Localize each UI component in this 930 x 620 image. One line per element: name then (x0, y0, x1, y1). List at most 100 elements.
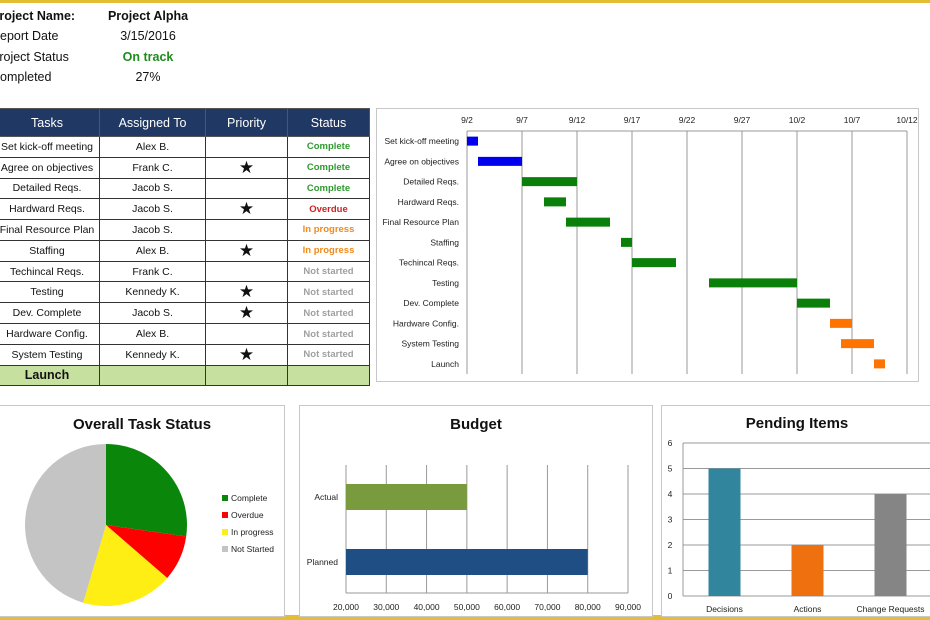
budget-category-label: Planned (307, 557, 338, 567)
priority-cell[interactable]: ★ (205, 302, 288, 325)
status-cell[interactable]: Complete (287, 156, 370, 179)
priority-cell[interactable] (205, 323, 288, 345)
legend-swatch (222, 512, 228, 518)
pending-tick-label: 4 (668, 489, 673, 499)
task-cell[interactable]: System Testing (0, 343, 100, 366)
budget-category-label: Actual (314, 492, 338, 502)
priority-cell[interactable]: ★ (205, 239, 288, 262)
gantt-task-label: Dev. Complete (403, 298, 459, 308)
assigned-cell[interactable]: Frank C. (99, 260, 206, 283)
gantt-bar (478, 156, 522, 166)
status-cell[interactable]: Not started (287, 260, 370, 283)
assigned-cell[interactable]: Jacob S. (99, 302, 206, 325)
pie-slice-in-progress (83, 525, 168, 606)
status-cell[interactable]: Not started (287, 343, 370, 366)
task-cell[interactable]: Hardward Reqs. (0, 198, 100, 221)
status-cell[interactable]: Overdue (287, 198, 370, 221)
gantt-task-label: Techincal Reqs. (399, 258, 459, 268)
status-cell[interactable]: Not started (287, 281, 370, 304)
pending-title: Pending Items (745, 415, 849, 432)
assigned-cell[interactable]: Kennedy K. (99, 343, 206, 366)
legend-label: Complete (231, 493, 268, 503)
gantt-task-label: Hardware Config. (393, 318, 459, 328)
project-name-label: Project Name: (0, 9, 76, 23)
assigned-cell[interactable]: Jacob S. (99, 177, 206, 200)
pending-bar-actions (791, 545, 824, 596)
header-tasks: Tasks (0, 108, 100, 137)
status-cell[interactable]: Complete (287, 136, 370, 158)
priority-cell[interactable] (205, 260, 288, 283)
gantt-bar (621, 237, 632, 247)
task-cell[interactable]: Detailed Reqs. (0, 177, 100, 200)
pie-slice-complete (106, 444, 187, 537)
task-cell[interactable]: Staffing (0, 239, 100, 262)
priority-cell[interactable]: ★ (205, 198, 288, 221)
task-cell[interactable]: Techincal Reqs. (0, 260, 100, 283)
gantt-tick-label: 9/2 (461, 115, 473, 125)
pending-chart: 0 1 2 3 4 5 6 Decisions Actions Change Requests (668, 438, 930, 614)
assigned-cell[interactable]: Alex B. (99, 136, 206, 158)
budget-tick-label: 30,000 (373, 602, 399, 612)
budget-tick-label: 80,000 (575, 602, 601, 612)
pending-tick-label: 3 (668, 515, 673, 525)
priority-cell[interactable] (205, 177, 288, 200)
gantt-tick-label: 10/12 (896, 115, 918, 125)
legend-swatch (222, 529, 228, 535)
gantt-bar (830, 318, 852, 328)
task-cell[interactable]: Hardware Config. (0, 323, 100, 345)
table-row: Set kick-off meeting Alex B. Complete (0, 136, 370, 158)
table-row: Testing Kennedy K. ★ Not started (0, 281, 370, 304)
task-cell[interactable]: Testing (0, 281, 100, 304)
task-cell[interactable]: Set kick-off meeting (0, 136, 100, 158)
budget-tick-label: 20,000 (333, 602, 359, 612)
task-cell[interactable]: Agree on objectives (0, 156, 100, 179)
gantt-tick-label: 9/22 (679, 115, 696, 125)
status-cell[interactable]: Not started (287, 323, 370, 345)
assigned-cell[interactable]: Frank C. (99, 156, 206, 179)
status-cell[interactable]: Not started (287, 302, 370, 325)
gantt-bar (709, 278, 797, 288)
budget-panel: Budget 20,000 30,000 40,000 50,000 60,000 70,… (299, 405, 653, 617)
priority-cell[interactable]: ★ (205, 156, 288, 179)
priority-cell[interactable]: ★ (205, 281, 288, 304)
legend-swatch (222, 495, 228, 501)
table-row: Hardward Reqs. Jacob S. ★ Overdue (0, 198, 370, 221)
gantt-bar (632, 258, 676, 268)
gantt-task-label: Detailed Reqs. (403, 177, 459, 187)
table-row: Staffing Alex B. ★ In progress (0, 239, 370, 262)
task-cell[interactable]: Final Resource Plan (0, 219, 100, 241)
launch-cell: Launch (0, 364, 100, 386)
gantt-task-label: Final Resource Plan (382, 217, 459, 227)
priority-cell[interactable] (205, 219, 288, 241)
gantt-task-label: Staffing (430, 237, 459, 247)
table-row: Techincal Reqs. Frank C. Not started (0, 260, 370, 283)
budget-title: Budget (450, 416, 502, 433)
gantt-task-label: Agree on objectives (384, 156, 459, 166)
budget-tick-label: 70,000 (534, 602, 560, 612)
task-cell[interactable]: Dev. Complete (0, 302, 100, 325)
header-priority: Priority (205, 108, 288, 137)
status-cell[interactable]: In progress (287, 219, 370, 241)
budget-chart: 20,000 30,000 40,000 50,000 60,000 70,000 80,0… (307, 465, 641, 612)
assigned-cell[interactable]: Alex B. (99, 239, 206, 262)
report-date-label: Report Date (0, 29, 59, 43)
table-row: Agree on objectives Frank C. ★ Complete (0, 156, 370, 179)
status-cell[interactable]: In progress (287, 239, 370, 262)
priority-cell[interactable]: ★ (205, 343, 288, 366)
gantt-bar (467, 136, 478, 146)
assigned-cell[interactable]: Kennedy K. (99, 281, 206, 304)
gantt-task-label: Testing (432, 278, 459, 288)
priority-cell[interactable] (205, 136, 288, 158)
gantt-tick-label: 9/7 (516, 115, 528, 125)
assigned-cell[interactable]: Jacob S. (99, 198, 206, 221)
pie-slice-overdue (106, 525, 187, 579)
table-row: Final Resource Plan Jacob S. In progress (0, 219, 370, 241)
assigned-cell[interactable]: Alex B. (99, 323, 206, 345)
pie-chart: Complete Overdue In progress Not Started (24, 444, 274, 606)
completed-value: 27% (135, 70, 161, 84)
gantt-tick-label: 10/2 (789, 115, 806, 125)
status-cell[interactable]: Complete (287, 177, 370, 200)
gantt-bar (566, 217, 610, 227)
assigned-cell[interactable]: Jacob S. (99, 219, 206, 241)
gantt-task-label: Hardward Reqs. (398, 197, 459, 207)
